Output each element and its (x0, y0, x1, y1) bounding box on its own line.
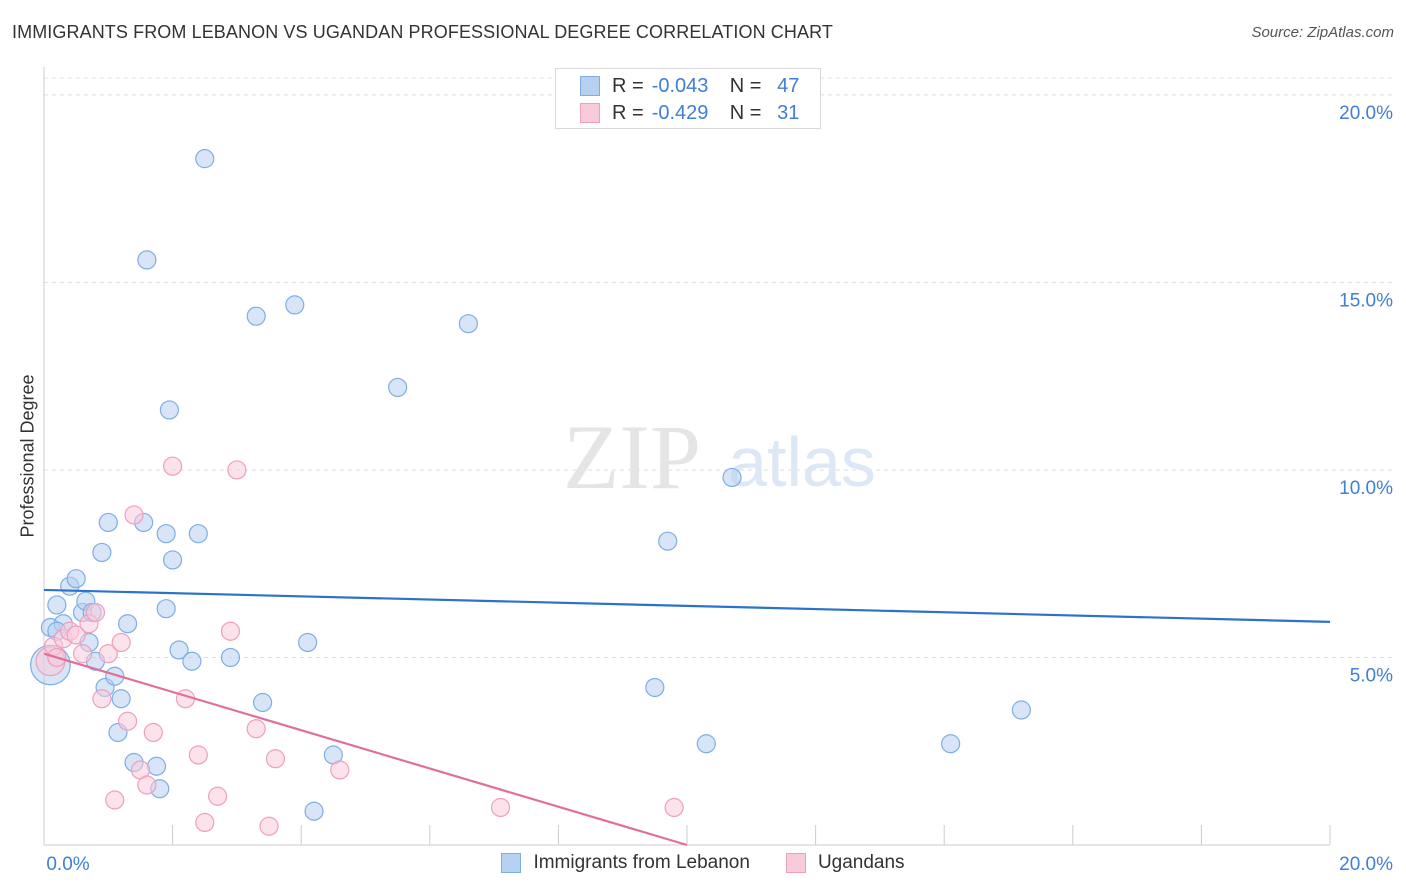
point-ugandans (163, 456, 183, 476)
point-ugandans (227, 460, 247, 480)
point-ugandans (664, 797, 684, 818)
legend-row-lebanon: R = -0.043 N = 47 (580, 74, 799, 98)
point-ugandans (143, 722, 163, 743)
point-lebanon (458, 314, 478, 334)
y-tick-label: 15.0% (1339, 290, 1393, 311)
point-lebanon (169, 640, 189, 660)
watermark-atlas: atlas (728, 423, 876, 501)
legend-n-value: 31 (777, 101, 800, 124)
point-lebanon (92, 542, 112, 563)
point-ugandans (490, 797, 511, 818)
legend-r-value: -0.043 (651, 74, 709, 97)
point-lebanon (696, 734, 716, 754)
point-lebanon (156, 599, 176, 619)
trend-line-lebanon (43, 588, 1331, 623)
point-lebanon (47, 595, 67, 615)
point-ugandans (330, 760, 350, 780)
legend-n-value: 47 (777, 74, 800, 97)
point-lebanon (98, 512, 118, 533)
watermark-zip: ZIP (563, 406, 701, 508)
point-ugandans (98, 644, 118, 664)
legend-r-value: -0.429 (651, 101, 709, 124)
trend-lines (43, 588, 1331, 847)
point-lebanon (146, 756, 167, 776)
point-ugandans (208, 786, 228, 806)
point-ugandans (105, 790, 125, 810)
point-lebanon (285, 295, 305, 315)
legend-swatch-lebanon (501, 853, 522, 873)
y-axis-label: Professional Degree (17, 374, 38, 538)
point-lebanon (253, 692, 273, 713)
point-lebanon (941, 734, 961, 754)
x-tick-label: 20.0% (1339, 854, 1393, 875)
point-lebanon (246, 306, 266, 326)
point-lebanon (182, 651, 202, 671)
legend-label-lebanon: Immigrants from Lebanon (533, 852, 750, 873)
point-lebanon (304, 801, 324, 821)
point-lebanon (220, 647, 241, 668)
legend-item-ugandans[interactable]: Ugandans (785, 852, 905, 874)
point-lebanon (298, 632, 318, 653)
grid-lines (44, 77, 1394, 658)
tick-labels: 5.0% 10.0% 15.0% 20.0% 0.0% 20.0% (46, 103, 1393, 875)
legend-r-label: R = (612, 101, 644, 124)
point-ugandans (265, 749, 286, 769)
y-tick-label: 20.0% (1339, 103, 1393, 124)
point-ugandans (137, 775, 157, 795)
point-ugandans (124, 505, 144, 525)
legend-item-lebanon[interactable]: Immigrants from Lebanon (501, 852, 750, 874)
source-label: Source: ZipAtlas.com (1251, 24, 1394, 41)
legend-swatch-ugandans (785, 853, 806, 873)
point-lebanon (722, 467, 742, 488)
chart-title: IMMIGRANTS FROM LEBANON VS UGANDAN PROFE… (12, 22, 833, 42)
point-lebanon (137, 250, 157, 270)
point-ugandans (259, 816, 279, 836)
legend-r-label: R = (612, 74, 644, 97)
y-tick-label: 5.0% (1350, 665, 1393, 686)
point-ugandans (66, 625, 86, 645)
series-legend: Immigrants from Lebanon Ugandans (0, 852, 1406, 874)
trend-line-ugandans (43, 652, 688, 847)
legend-row-ugandans: R = -0.429 N = 31 (580, 101, 799, 125)
point-ugandans (220, 621, 241, 641)
point-ugandans (85, 602, 106, 623)
point-lebanon (645, 677, 665, 698)
legend-n-label: N = (729, 101, 762, 124)
legend-swatch-lebanon (580, 76, 600, 96)
point-lebanon (188, 524, 208, 544)
watermark: ZIP atlas (563, 406, 876, 508)
point-ugandans (72, 644, 93, 664)
point-lebanon (195, 149, 215, 169)
y-tick-label: 10.0% (1339, 478, 1393, 499)
point-ugandans (117, 711, 138, 731)
point-lebanon (105, 666, 125, 686)
legend-swatch-ugandans (580, 103, 600, 123)
x-tick-label: 0.0% (46, 854, 89, 875)
point-ugandans (246, 719, 266, 739)
point-lebanon (163, 550, 183, 570)
point-lebanon (388, 377, 408, 398)
point-ugandans (111, 632, 131, 653)
series-ugandans (35, 456, 684, 836)
point-ugandans (188, 745, 208, 765)
point-lebanon (117, 614, 138, 634)
correlation-legend: R = -0.043 N = 47 R = -0.429 N = 31 (555, 68, 821, 129)
point-lebanon (66, 569, 86, 589)
legend-n-label: N = (729, 74, 762, 97)
point-lebanon (159, 400, 179, 420)
point-lebanon (156, 524, 176, 544)
point-lebanon (658, 531, 678, 551)
legend-label-ugandans: Ugandans (817, 852, 905, 873)
point-ugandans (92, 689, 112, 709)
series-lebanon (30, 149, 1031, 821)
point-lebanon (111, 689, 131, 709)
point-lebanon (1011, 700, 1031, 720)
point-ugandans (195, 812, 215, 833)
